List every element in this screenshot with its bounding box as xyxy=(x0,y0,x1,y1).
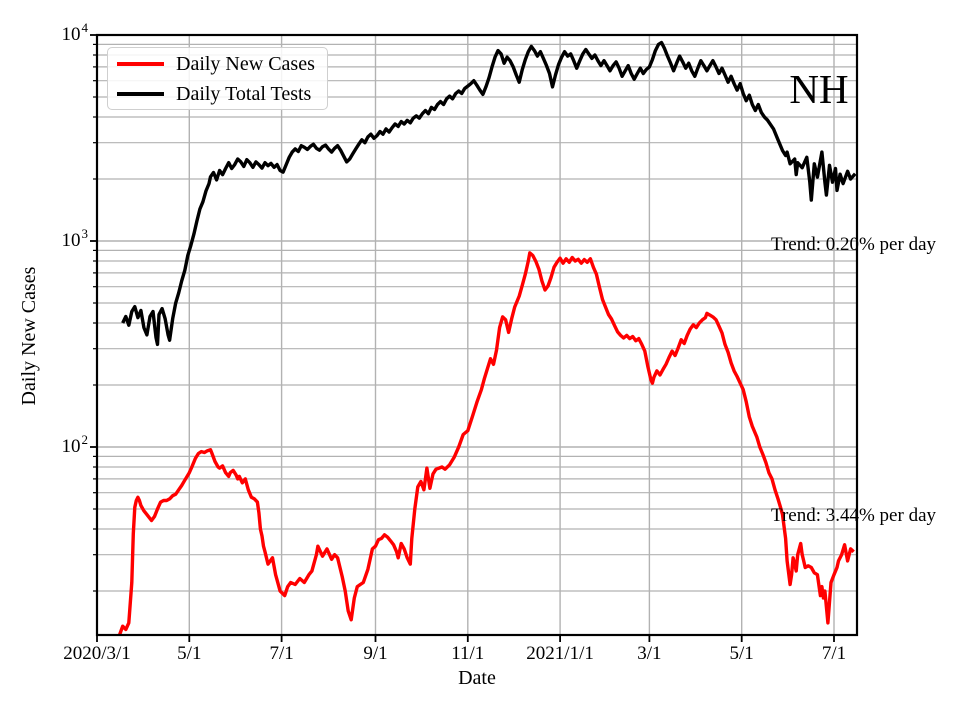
x-axis-label: Date xyxy=(458,667,496,689)
legend-entry-daily-total-tests: Daily Total Tests xyxy=(108,79,327,109)
trend-annotation-new-cases: Trend: 3.44% per day xyxy=(771,505,936,526)
x-tick-label: 7/1 xyxy=(821,643,847,664)
legend-entry-daily-new-cases: Daily New Cases xyxy=(108,49,327,79)
x-tick-label: 2021/1/1 xyxy=(526,643,594,664)
x-tick-label: 11/1 xyxy=(451,643,485,664)
y-tick-label: 104 xyxy=(61,20,89,45)
legend-label: Daily New Cases xyxy=(176,53,315,75)
trend-annotation-total-tests: Trend: 0.20% per day xyxy=(771,234,936,255)
x-tick-label: 5/1 xyxy=(177,643,202,664)
legend-line-sample-black xyxy=(117,92,164,96)
plot-grid xyxy=(97,35,857,635)
y-tick-label: 102 xyxy=(61,432,89,457)
legend-label: Daily Total Tests xyxy=(176,83,312,105)
axes-frame xyxy=(95,33,859,637)
state-label: NH xyxy=(789,66,849,112)
x-tick-label: 5/1 xyxy=(729,643,754,664)
daily-total-tests-line xyxy=(121,40,857,347)
legend-line-sample-red xyxy=(117,62,164,66)
y-tick-label: 103 xyxy=(61,226,89,251)
x-tick-label: 2020/3/1 xyxy=(63,643,131,664)
x-tick-label: 3/1 xyxy=(637,643,662,664)
legend: Daily New Cases Daily Total Tests xyxy=(107,47,328,110)
y-axis-label: Daily New Cases xyxy=(18,266,40,406)
axis-ticks xyxy=(90,34,835,642)
daily-new-cases-line xyxy=(118,251,855,635)
x-tick-label: 7/1 xyxy=(269,643,294,664)
x-tick-label: 9/1 xyxy=(363,643,388,664)
